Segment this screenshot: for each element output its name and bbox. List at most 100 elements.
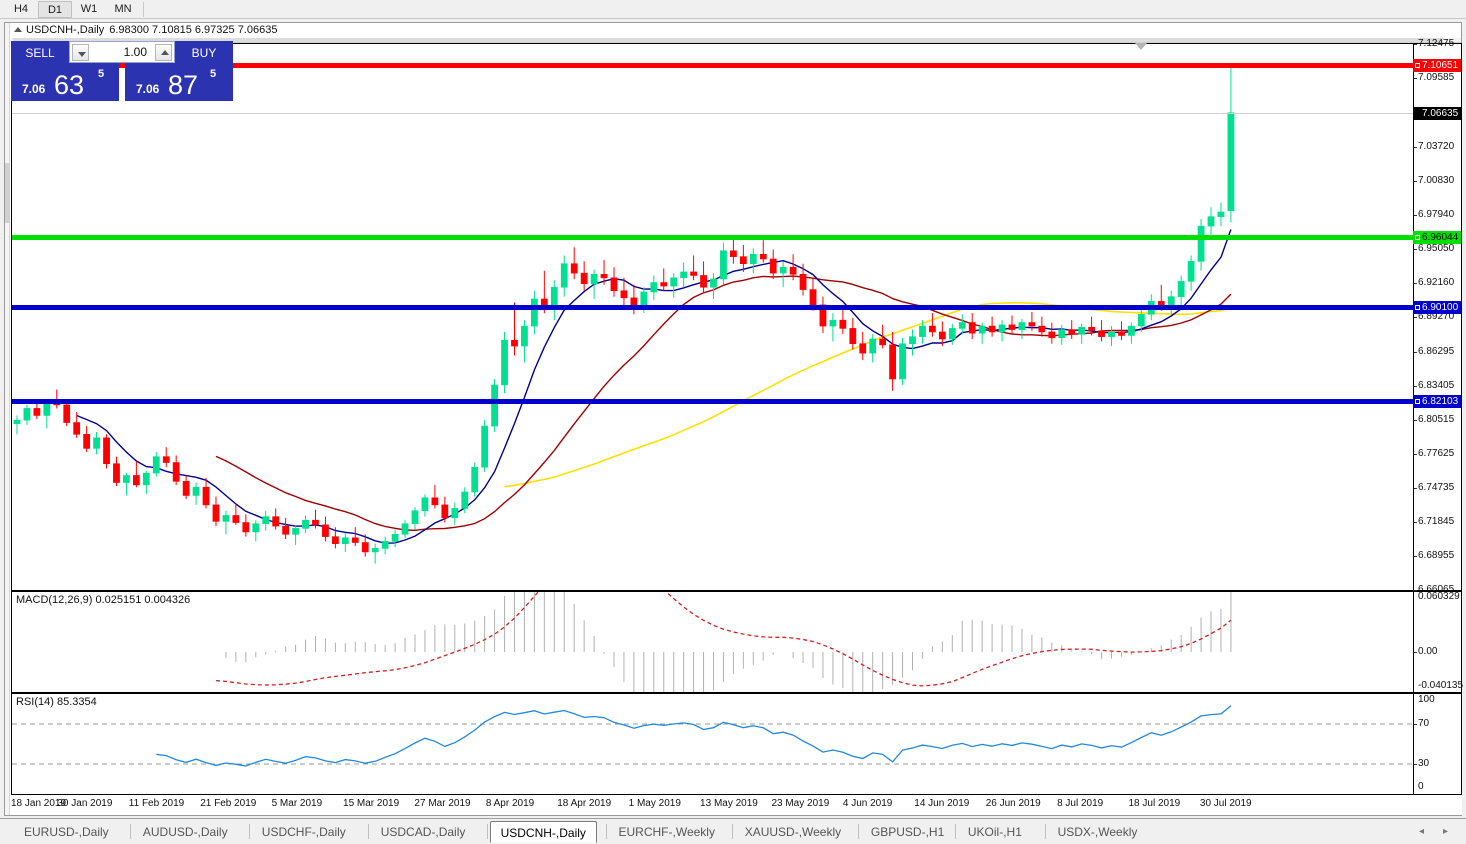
date-axis-tick: 18 Jan 2019 bbox=[11, 798, 67, 809]
chart-period-marker-icon bbox=[1135, 43, 1147, 50]
price-label-current-price[interactable]: 7.06635 bbox=[1413, 106, 1461, 120]
date-axis-tick: 18 Apr 2019 bbox=[557, 798, 612, 809]
sell-button[interactable]: SELL bbox=[11, 41, 69, 63]
price-axis-tick: 6.77625 bbox=[1418, 448, 1455, 459]
price-level-handle-icon[interactable] bbox=[1415, 305, 1420, 311]
macd-axis-tick: 0.060329 bbox=[1418, 591, 1460, 602]
volume-stepper[interactable]: 1.00 bbox=[69, 41, 175, 63]
date-axis-tick: 1 May 2019 bbox=[628, 798, 681, 809]
date-axis-tick: 27 Mar 2019 bbox=[414, 798, 471, 809]
chart-horizontal-scrollbar[interactable] bbox=[11, 38, 1461, 43]
price-level-handle-icon[interactable] bbox=[1415, 63, 1420, 69]
tabs-scroll-right-icon[interactable]: ▸ bbox=[1442, 826, 1448, 837]
timeframe-toolbar: H4 D1 W1 MN bbox=[0, 0, 1466, 19]
price-line-support-green[interactable] bbox=[12, 235, 1413, 241]
scrollbar-thumb[interactable] bbox=[5, 163, 10, 223]
toolbar-divider-end bbox=[143, 2, 144, 17]
chart-tab-gbpusdh1[interactable]: GBPUSD-,H1 bbox=[870, 825, 945, 839]
price-axis-tick: 7.09585 bbox=[1418, 72, 1455, 83]
price-label-support-blue-2[interactable]: 6.82103 bbox=[1413, 395, 1461, 409]
chart-vertical-scrollbar[interactable] bbox=[5, 23, 10, 815]
price-label-support-green[interactable]: 6.96044 bbox=[1413, 231, 1461, 245]
scrollbar-thumb-horizontal[interactable] bbox=[13, 38, 1443, 42]
price-axis-tick-mark bbox=[1414, 488, 1417, 489]
buy-price-fraction: 5 bbox=[210, 68, 217, 80]
price-axis-tick: 6.80515 bbox=[1418, 414, 1455, 425]
chart-tab-usdxweekly[interactable]: USDX-,Weekly bbox=[1057, 825, 1138, 839]
price-line-resistance-red[interactable] bbox=[12, 63, 1413, 69]
macd-svg bbox=[215, 592, 1232, 692]
price-label-resistance-red[interactable]: 7.10651 bbox=[1413, 59, 1461, 73]
macd-pane: MACD(12,26,9) 0.025151 0.004326 0.060329… bbox=[11, 591, 1464, 693]
price-line-support-blue-1[interactable] bbox=[12, 305, 1413, 311]
chart-tab-xauusdweekly[interactable]: XAUUSD-,Weekly bbox=[744, 825, 842, 839]
price-axis-tick: 6.86295 bbox=[1418, 346, 1455, 357]
price-axis-tick-mark bbox=[1414, 44, 1417, 45]
price-axis-tick: 6.89270 bbox=[1418, 311, 1455, 322]
timeframe-w1[interactable]: W1 bbox=[80, 3, 98, 15]
price-axis-tick: 6.83405 bbox=[1418, 380, 1455, 391]
price-axis-tick: 7.12475 bbox=[1418, 38, 1455, 49]
date-axis-tick: 18 Jul 2019 bbox=[1128, 798, 1181, 809]
price-y-axis[interactable]: 7.12475 7.09585 7.03720 7.00830 6.97940 6.950… bbox=[1413, 39, 1461, 595]
price-level-value: 7.06635 bbox=[1422, 107, 1459, 119]
chart-tab-usdcaddaily[interactable]: USDCAD-,Daily bbox=[380, 825, 466, 839]
chart-tab-audusddaily[interactable]: AUDUSD-,Daily bbox=[142, 825, 228, 839]
tabs-scroll-left-icon[interactable]: ◂ bbox=[1418, 826, 1424, 837]
price-label-support-blue-1[interactable]: 6.90100 bbox=[1413, 301, 1461, 315]
price-axis-tick-mark bbox=[1414, 386, 1417, 387]
volume-decrease-button[interactable] bbox=[72, 44, 89, 61]
volume-increase-button[interactable] bbox=[155, 44, 172, 61]
collapse-triangle-icon[interactable] bbox=[14, 26, 22, 32]
chart-tab-eurusddaily[interactable]: EURUSD-,Daily bbox=[24, 825, 109, 839]
date-axis-tick: 30 Jul 2019 bbox=[1199, 798, 1252, 809]
date-axis-tick: 8 Apr 2019 bbox=[485, 798, 535, 809]
chart-tab-ukoilh1[interactable]: UKOil-,H1 bbox=[967, 825, 1022, 839]
price-axis-tick: 7.03720 bbox=[1418, 141, 1455, 152]
rsi-svg bbox=[12, 705, 1413, 767]
price-axis-tick: 6.97940 bbox=[1418, 209, 1455, 220]
date-axis-tick: 30 Jan 2019 bbox=[57, 798, 113, 809]
date-axis-tick: 11 Feb 2019 bbox=[128, 798, 185, 809]
buy-button[interactable]: BUY bbox=[175, 41, 233, 63]
macd-label: MACD(12,26,9) 0.025151 0.004326 bbox=[16, 594, 191, 606]
current-price-gridline bbox=[12, 112, 1413, 114]
rsi-axis-tick: 70 bbox=[1418, 718, 1430, 729]
chart-tab-eurchfweekly[interactable]: EURCHF-,Weekly bbox=[618, 825, 715, 839]
timeframe-mn[interactable]: MN bbox=[114, 3, 132, 15]
macd-plot-area[interactable] bbox=[12, 592, 1413, 692]
timeframe-d1[interactable]: D1 bbox=[38, 1, 72, 18]
sell-price-fraction: 5 bbox=[98, 68, 105, 80]
chart-symbol-label: USDCNH-,Daily bbox=[26, 24, 105, 36]
macd-axis-tick: -0.040135 bbox=[1418, 680, 1464, 691]
tab-divider bbox=[1044, 824, 1046, 839]
tab-divider bbox=[731, 824, 733, 839]
tab-divider bbox=[248, 824, 250, 839]
price-axis-tick: 7.00830 bbox=[1418, 175, 1455, 186]
sell-price-display[interactable]: 7.06 63 5 bbox=[11, 63, 119, 101]
price-level-value: 6.90100 bbox=[1422, 302, 1459, 314]
chart-tab-usdcnhdaily[interactable]: USDCNH-,Daily bbox=[489, 821, 597, 843]
buy-price-display[interactable]: 7.06 87 5 bbox=[125, 63, 233, 101]
price-axis-tick-mark bbox=[1414, 78, 1417, 79]
candlestick-svg bbox=[13, 63, 1235, 564]
date-axis-tick: 13 May 2019 bbox=[700, 798, 758, 809]
price-axis-tick-mark bbox=[1414, 522, 1417, 523]
price-level-handle-icon[interactable] bbox=[1415, 235, 1420, 241]
price-level-handle-icon[interactable] bbox=[1415, 399, 1420, 405]
price-line-support-blue-2[interactable] bbox=[12, 399, 1413, 405]
chart-tab-usdchfdaily[interactable]: USDCHF-,Daily bbox=[261, 825, 346, 839]
macd-axis-tick-mark bbox=[1414, 652, 1417, 654]
date-axis-tick: 15 Mar 2019 bbox=[343, 798, 400, 809]
rsi-plot-area[interactable] bbox=[12, 694, 1413, 794]
one-click-trading-panel[interactable]: SELL 1.00 BUY 7.06 63 5 7.06 87 5 bbox=[11, 41, 233, 101]
price-plot-area[interactable] bbox=[12, 44, 1413, 590]
macd-axis-tick: 0.00 bbox=[1418, 646, 1438, 658]
price-axis-tick-mark bbox=[1414, 283, 1417, 284]
chart-window: USDCNH-,Daily 6.98300 7.10815 6.97325 7.0… bbox=[4, 22, 1464, 816]
tab-divider bbox=[129, 824, 131, 839]
volume-input[interactable]: 1.00 bbox=[90, 42, 152, 62]
timeframe-h4[interactable]: H4 bbox=[13, 3, 29, 15]
date-axis-tick: 4 Jun 2019 bbox=[842, 798, 893, 809]
rsi-axis-tick-mark bbox=[1414, 724, 1417, 725]
